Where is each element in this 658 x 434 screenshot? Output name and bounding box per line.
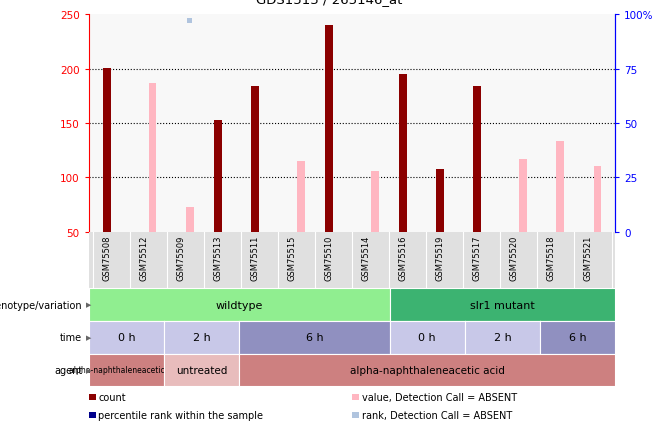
Bar [186, 207, 193, 232]
Bar [297, 161, 305, 232]
Text: GSM75516: GSM75516 [399, 235, 408, 280]
Text: rank, Detection Call = ABSENT: rank, Detection Call = ABSENT [361, 410, 512, 420]
Bar [103, 68, 111, 232]
Text: GSM75514: GSM75514 [361, 235, 370, 280]
Bar [474, 87, 481, 232]
Text: GSM75518: GSM75518 [547, 235, 556, 280]
Text: GSM75510: GSM75510 [324, 235, 334, 280]
Bar [149, 83, 157, 232]
Text: value, Detection Call = ABSENT: value, Detection Call = ABSENT [361, 392, 517, 402]
Text: genotype/variation: genotype/variation [0, 300, 82, 310]
Bar [214, 120, 222, 232]
Text: untreated: untreated [176, 365, 227, 375]
Text: alpha-naphthaleneacetic acid: alpha-naphthaleneacetic acid [69, 365, 184, 375]
Bar [325, 26, 333, 232]
Bar [557, 142, 565, 232]
Text: GSM75519: GSM75519 [436, 235, 445, 280]
Text: percentile rank within the sample: percentile rank within the sample [98, 410, 263, 420]
Text: 6 h: 6 h [305, 332, 323, 342]
Text: wildtype: wildtype [216, 300, 263, 310]
Text: 2 h: 2 h [193, 332, 211, 342]
Text: 0 h: 0 h [118, 332, 136, 342]
Text: agent: agent [54, 365, 82, 375]
Text: ▶: ▶ [86, 302, 91, 308]
Bar [399, 75, 407, 232]
Text: GSM75509: GSM75509 [176, 235, 185, 280]
Bar [594, 167, 601, 232]
Text: 6 h: 6 h [569, 332, 586, 342]
Bar [436, 169, 444, 232]
Bar [299, 0, 303, 3]
Bar [188, 19, 192, 24]
Text: ▶: ▶ [86, 335, 91, 340]
Text: count: count [98, 392, 126, 402]
Text: GDS1515 / 265146_at: GDS1515 / 265146_at [256, 0, 402, 7]
Text: GSM75512: GSM75512 [139, 235, 148, 280]
Text: GSM75513: GSM75513 [213, 235, 222, 280]
Text: time: time [60, 332, 82, 342]
Bar [519, 159, 527, 232]
Text: GSM75508: GSM75508 [102, 235, 111, 280]
Bar [251, 87, 259, 232]
Text: ▶: ▶ [86, 367, 91, 373]
Text: 2 h: 2 h [494, 332, 511, 342]
Text: alpha-naphthaleneacetic acid: alpha-naphthaleneacetic acid [350, 365, 505, 375]
Text: GSM75511: GSM75511 [250, 235, 259, 280]
Bar [371, 171, 379, 232]
Text: GSM75517: GSM75517 [473, 235, 482, 280]
Text: slr1 mutant: slr1 mutant [470, 300, 535, 310]
Text: GSM75520: GSM75520 [510, 235, 519, 280]
Text: GSM75521: GSM75521 [584, 235, 593, 280]
Text: 0 h: 0 h [418, 332, 436, 342]
Text: GSM75515: GSM75515 [288, 235, 296, 280]
